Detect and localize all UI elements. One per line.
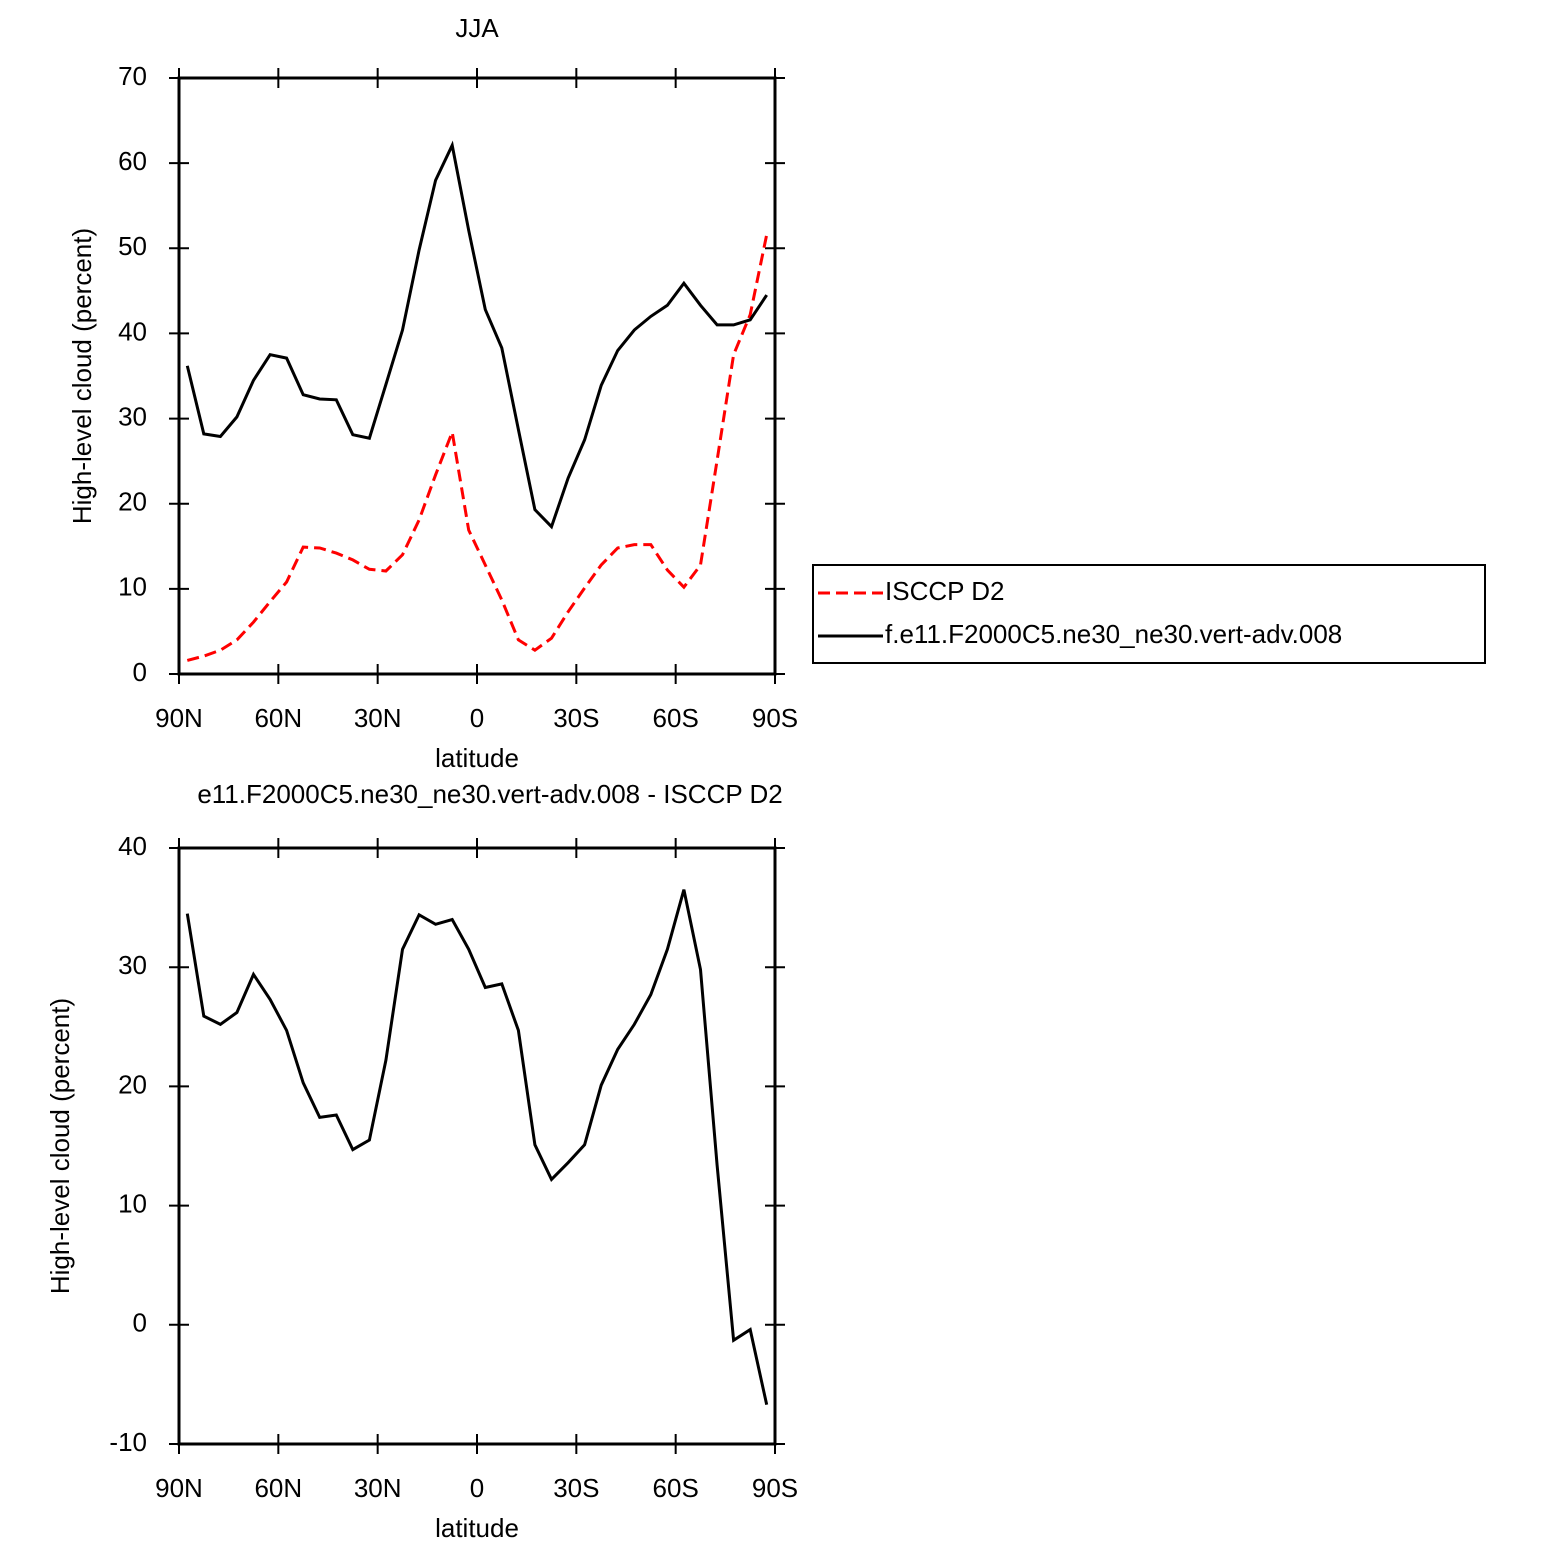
- x-tick-label: 0: [470, 1473, 484, 1503]
- x-tick-label: 60N: [254, 703, 302, 733]
- series-line: [185, 889, 769, 1406]
- y-tick-label: 40: [118, 316, 147, 346]
- y-axis-label: High-level cloud (percent): [45, 998, 75, 1294]
- y-tick-label: 30: [118, 950, 147, 980]
- y-tick-label: 70: [118, 61, 147, 91]
- legend-label: ISCCP D2: [885, 576, 1004, 606]
- y-tick-label: 10: [118, 1188, 147, 1218]
- legend-label: f.e11.F2000C5.ne30_ne30.vert-adv.008: [885, 619, 1342, 649]
- y-tick-label: 40: [118, 831, 147, 861]
- x-tick-label: 30S: [553, 1473, 599, 1503]
- x-axis-label: latitude: [435, 1513, 519, 1543]
- y-tick-label: 50: [118, 231, 147, 261]
- x-tick-label: 0: [470, 703, 484, 733]
- legend-box: [812, 564, 1486, 664]
- y-tick-label: 30: [118, 401, 147, 431]
- y-axis-label: High-level cloud (percent): [67, 228, 97, 524]
- y-tick-label: 10: [118, 572, 147, 602]
- y-tick-label: 0: [133, 657, 147, 687]
- series-line: [186, 234, 769, 662]
- x-tick-label: 60N: [254, 1473, 302, 1503]
- chart-title: e11.F2000C5.ne30_ne30.vert-adv.008 - ISC…: [197, 779, 782, 809]
- series-line: [185, 140, 768, 530]
- x-tick-label: 90N: [155, 1473, 203, 1503]
- y-tick-label: -10: [109, 1427, 147, 1457]
- y-tick-label: 20: [118, 487, 147, 517]
- chart-title: JJA: [455, 13, 499, 43]
- x-tick-label: 60S: [653, 1473, 699, 1503]
- x-tick-label: 60S: [653, 703, 699, 733]
- x-tick-label: 30S: [553, 703, 599, 733]
- y-tick-label: 20: [118, 1069, 147, 1099]
- y-tick-label: 60: [118, 146, 147, 176]
- x-tick-label: 90S: [752, 1473, 798, 1503]
- y-tick-label: 0: [133, 1308, 147, 1338]
- x-tick-label: 90N: [155, 703, 203, 733]
- x-tick-label: 90S: [752, 703, 798, 733]
- x-axis-label: latitude: [435, 743, 519, 773]
- x-tick-label: 30N: [354, 1473, 402, 1503]
- x-tick-label: 30N: [354, 703, 402, 733]
- plot-frame: [177, 846, 777, 1446]
